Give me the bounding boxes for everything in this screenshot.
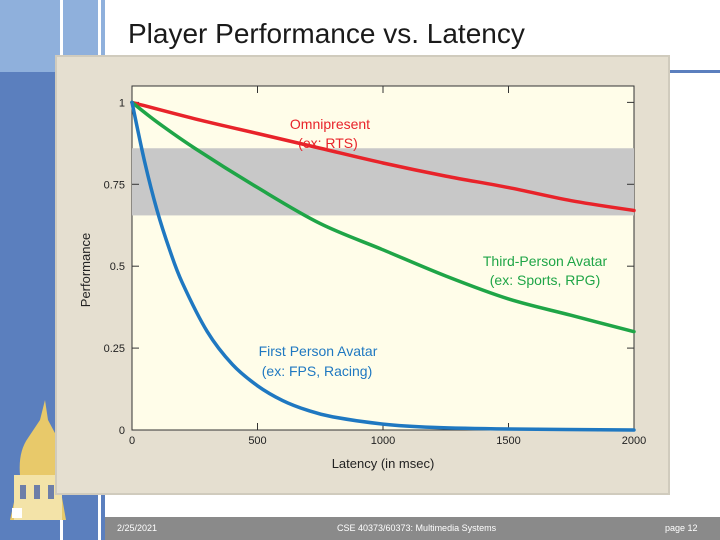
x-tick-label: 2000 — [622, 435, 646, 447]
third-person-example-label: (ex: Sports, RPG) — [490, 272, 600, 288]
omnipresent-example-label: (ex: RTS) — [298, 135, 358, 151]
acceptable-performance-band — [132, 148, 634, 216]
footer-page-number: page 12 — [665, 523, 698, 533]
footer-date: 2/25/2021 — [117, 523, 158, 533]
x-tick-label: 0 — [129, 435, 135, 447]
x-tick-label: 1000 — [371, 435, 395, 447]
footer-course: CSE 40373/60373: Multimedia Systems — [337, 523, 497, 533]
omnipresent-series-line — [130, 100, 636, 213]
first-person-example-label: (ex: FPS, Racing) — [262, 363, 372, 379]
slide-footer: 2/25/2021 CSE 40373/60373: Multimedia Sy… — [105, 517, 720, 540]
x-axis-label: Latency (in msec) — [332, 456, 435, 471]
y-axis-label: Performance — [78, 233, 93, 307]
first-person-label: First Person Avatar — [259, 343, 378, 359]
third-person-series-line — [130, 100, 636, 334]
first-person-series-line — [130, 100, 636, 432]
third-person-label: Third-Person Avatar — [483, 253, 608, 269]
omnipresent-label: Omnipresent — [290, 116, 370, 132]
y-tick-label: 0.5 — [110, 261, 125, 273]
slide-title: Player Performance vs. Latency — [128, 18, 525, 49]
y-tick-label: 0 — [119, 425, 125, 437]
golden-dome-illustration — [0, 380, 70, 520]
y-tick-label: 0.25 — [104, 343, 125, 355]
plot-area — [131, 85, 635, 431]
x-tick-label: 1500 — [496, 435, 520, 447]
y-tick-label: 1 — [119, 97, 125, 109]
y-tick-label: 0.75 — [104, 179, 125, 191]
x-tick-label: 500 — [248, 435, 266, 447]
